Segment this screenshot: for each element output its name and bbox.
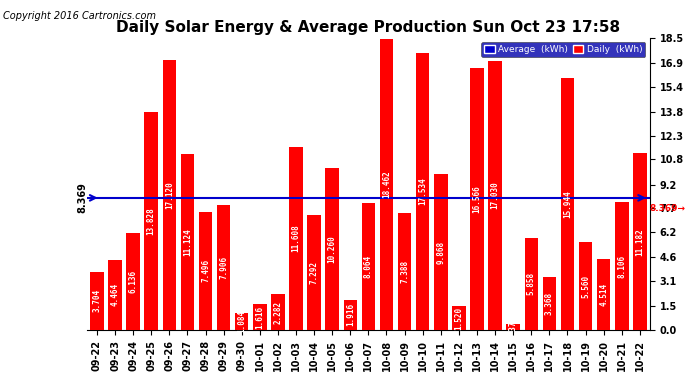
Text: 0.378: 0.378 [509,315,518,339]
Text: 8.369: 8.369 [77,182,87,213]
Text: 8.106: 8.106 [618,254,627,278]
Text: 8.369→: 8.369→ [650,204,686,213]
Text: 4.514: 4.514 [599,283,608,306]
Text: 18.462: 18.462 [382,170,391,198]
Text: 17.120: 17.120 [165,181,174,209]
Bar [344,300,357,330]
Text: 1.520: 1.520 [455,306,464,330]
Bar [615,202,629,330]
Text: 1.084: 1.084 [237,310,246,333]
Title: Daily Solar Energy & Average Production Sun Oct 23 17:58: Daily Solar Energy & Average Production … [117,20,620,35]
Text: 15.944: 15.944 [563,190,572,218]
Text: 5.858: 5.858 [526,272,536,295]
Bar [271,294,285,330]
Bar [289,147,303,330]
Bar [217,205,230,330]
Bar [416,53,429,330]
Text: 17.030: 17.030 [491,182,500,209]
Text: 13.828: 13.828 [147,207,156,235]
Bar [307,215,321,330]
Bar [90,272,104,330]
Bar [126,233,140,330]
Text: 9.868: 9.868 [436,240,445,264]
Bar [326,168,339,330]
Text: 11.182: 11.182 [635,228,644,256]
Bar [235,313,248,330]
Bar [380,39,393,330]
Text: 3.368: 3.368 [545,292,554,315]
Text: 3.704: 3.704 [92,289,101,312]
Bar [561,78,574,330]
Text: 8.064: 8.064 [364,255,373,278]
Bar [633,153,647,330]
Bar [506,324,520,330]
Bar [398,213,411,330]
Bar [579,242,593,330]
Bar [163,60,176,330]
Legend: Average  (kWh), Daily  (kWh): Average (kWh), Daily (kWh) [481,42,645,57]
Text: 2.282: 2.282 [273,300,282,324]
Bar [597,259,611,330]
Bar [470,69,484,330]
Bar [144,112,158,330]
Bar [434,174,448,330]
Bar [489,61,502,330]
Text: 16.566: 16.566 [473,185,482,213]
Bar [362,202,375,330]
Bar [452,306,466,330]
Text: 1.916: 1.916 [346,303,355,326]
Bar [524,237,538,330]
Text: 7.496: 7.496 [201,259,210,282]
Text: Copyright 2016 Cartronics.com: Copyright 2016 Cartronics.com [3,11,157,21]
Bar [253,304,266,330]
Text: 7.388: 7.388 [400,260,409,283]
Bar [181,154,194,330]
Bar [542,277,556,330]
Text: 6.136: 6.136 [128,270,137,293]
Text: 4.464: 4.464 [110,283,119,306]
Text: 11.608: 11.608 [291,225,301,252]
Text: 10.260: 10.260 [328,235,337,263]
Text: 1.616: 1.616 [255,306,264,329]
Text: 5.560: 5.560 [581,274,590,298]
Bar [108,260,122,330]
Text: 17.534: 17.534 [418,178,427,206]
Text: 7.906: 7.906 [219,256,228,279]
Text: 11.124: 11.124 [183,228,192,256]
Bar [199,211,213,330]
Text: 7.292: 7.292 [310,261,319,284]
